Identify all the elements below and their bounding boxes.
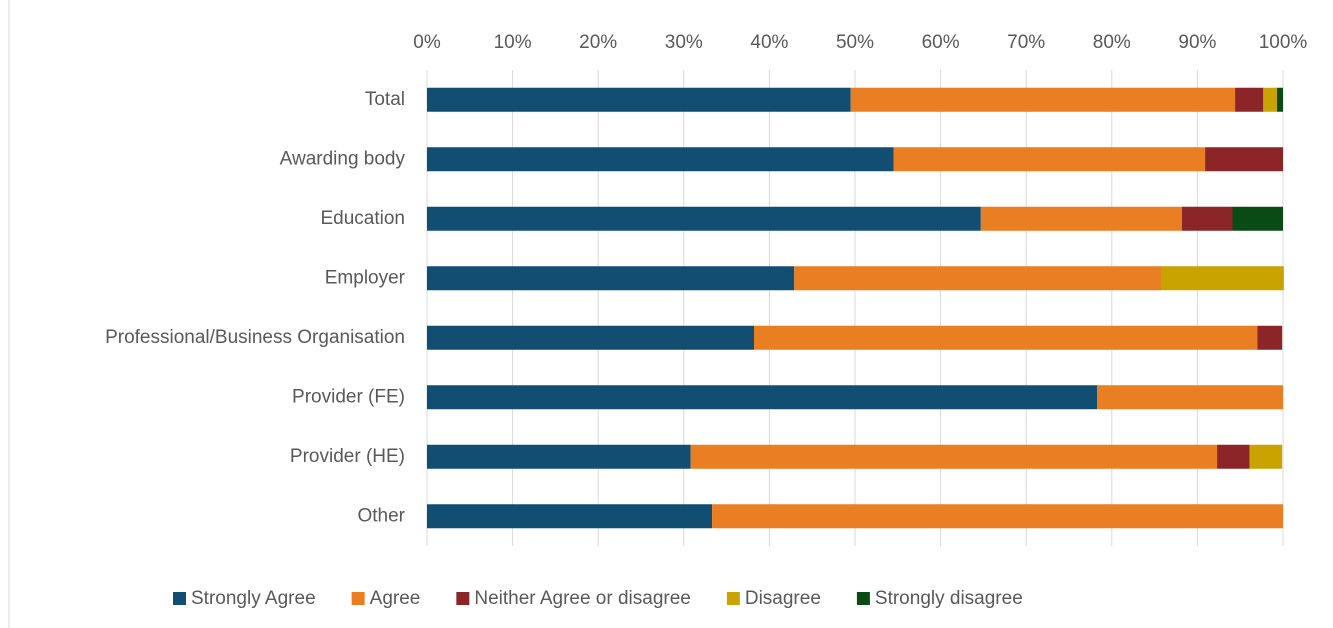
bar-segment: [427, 266, 795, 291]
y-tick-label: Provider (FE): [292, 386, 405, 407]
bar-segment: [1161, 266, 1284, 291]
x-tick-label: 50%: [836, 32, 874, 53]
x-tick-label: 90%: [1178, 32, 1216, 53]
bar-segment: [427, 325, 754, 350]
y-tick-label: Professional/Business Organisation: [105, 327, 405, 348]
x-tick-label: 40%: [750, 32, 788, 53]
bar-segment: [1263, 87, 1278, 112]
bar-segment: [690, 444, 1218, 469]
bar-segment: [1205, 147, 1283, 172]
x-tick-label: 70%: [1007, 32, 1045, 53]
bar-segment: [1217, 444, 1250, 469]
legend-swatch: [351, 592, 365, 605]
y-tick-label: Total: [365, 89, 405, 110]
bar-segment: [712, 504, 1283, 529]
bar-segment: [1277, 87, 1283, 112]
bar-segment: [980, 206, 1182, 231]
x-tick-label: 80%: [1093, 32, 1131, 53]
x-tick-label: 0%: [413, 32, 441, 53]
legend-swatch: [726, 592, 740, 605]
bar-segment: [1257, 325, 1283, 350]
bar-segment: [893, 147, 1206, 172]
y-tick-label: Provider (HE): [290, 446, 405, 467]
bar-segment: [1249, 444, 1283, 469]
bar-segment: [427, 504, 713, 529]
y-tick-label: Employer: [325, 267, 406, 288]
bar-segment: [1235, 87, 1264, 112]
x-tick-label: 10%: [494, 32, 532, 53]
bar-segment: [1232, 206, 1283, 231]
bar-segment: [1181, 206, 1233, 231]
legend-label: Strongly Agree: [191, 588, 316, 609]
x-tick-label: 100%: [1259, 32, 1308, 53]
bar-segment: [427, 87, 851, 112]
x-tick-label: 60%: [922, 32, 960, 53]
bar-segment: [1097, 385, 1283, 410]
bar-segment: [850, 87, 1236, 112]
y-tick-label: Other: [357, 505, 405, 526]
bar-segment: [427, 206, 981, 231]
legend-label: Disagree: [745, 588, 821, 609]
legend-swatch: [856, 592, 870, 605]
bar-segment: [427, 385, 1098, 410]
bar-segment: [753, 325, 1258, 350]
legend-label: Strongly disagree: [875, 588, 1023, 609]
x-tick-label: 30%: [665, 32, 703, 53]
legend-label: Agree: [370, 588, 421, 609]
legend-swatch: [173, 592, 186, 605]
y-tick-label: Awarding body: [280, 148, 406, 169]
bar-segment: [794, 266, 1162, 291]
bar-segment: [427, 147, 894, 172]
legend-swatch: [456, 592, 470, 605]
legend-label: Neither Agree or disagree: [474, 588, 691, 609]
y-tick-label: Education: [320, 208, 405, 229]
x-tick-label: 20%: [579, 32, 617, 53]
bar-segment: [427, 444, 691, 469]
